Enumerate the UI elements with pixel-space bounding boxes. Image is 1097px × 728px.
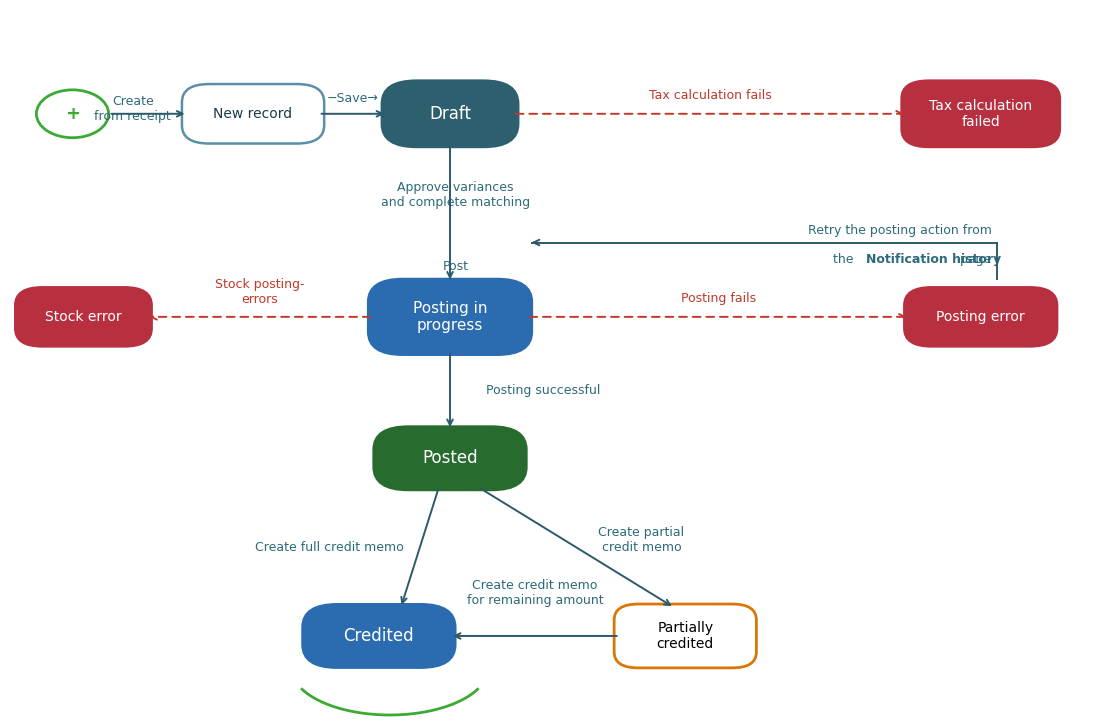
Circle shape (36, 90, 109, 138)
Text: New record: New record (214, 107, 293, 121)
FancyBboxPatch shape (382, 80, 519, 147)
FancyBboxPatch shape (902, 80, 1060, 147)
Text: Tax calculation fails: Tax calculation fails (648, 90, 771, 102)
Text: Tax calculation
failed: Tax calculation failed (929, 99, 1032, 129)
Text: Posting fails: Posting fails (680, 292, 756, 305)
Text: Approve variances
and complete matching: Approve variances and complete matching (381, 181, 530, 209)
Text: Stock posting-
errors: Stock posting- errors (215, 278, 305, 306)
Text: Draft: Draft (429, 105, 471, 123)
Text: Create partial
credit memo: Create partial credit memo (599, 526, 685, 554)
FancyBboxPatch shape (614, 604, 757, 668)
Text: Credited: Credited (343, 627, 415, 645)
Text: page: page (957, 253, 992, 266)
FancyBboxPatch shape (15, 287, 151, 347)
Text: Notification history: Notification history (866, 253, 1000, 266)
Text: Posting in
progress: Posting in progress (412, 301, 487, 333)
Text: Retry the posting action from: Retry the posting action from (807, 223, 992, 237)
Text: −Save→: −Save→ (327, 92, 378, 105)
Text: Post: Post (442, 260, 468, 273)
Text: Partially
credited: Partially credited (657, 621, 714, 651)
Text: Create credit memo
for remaining amount: Create credit memo for remaining amount (466, 579, 603, 607)
Text: Posted: Posted (422, 449, 478, 467)
Text: Create full credit memo: Create full credit memo (256, 541, 404, 553)
FancyBboxPatch shape (373, 427, 527, 490)
Text: +: + (65, 105, 80, 123)
Text: Posting error: Posting error (937, 310, 1025, 324)
Text: Create
from receipt: Create from receipt (94, 95, 171, 123)
FancyBboxPatch shape (904, 287, 1058, 347)
Text: Posting successful: Posting successful (486, 384, 600, 397)
FancyBboxPatch shape (182, 84, 325, 143)
FancyBboxPatch shape (367, 279, 532, 355)
Text: the: the (833, 253, 858, 266)
FancyBboxPatch shape (303, 604, 455, 668)
Text: Stock error: Stock error (45, 310, 122, 324)
